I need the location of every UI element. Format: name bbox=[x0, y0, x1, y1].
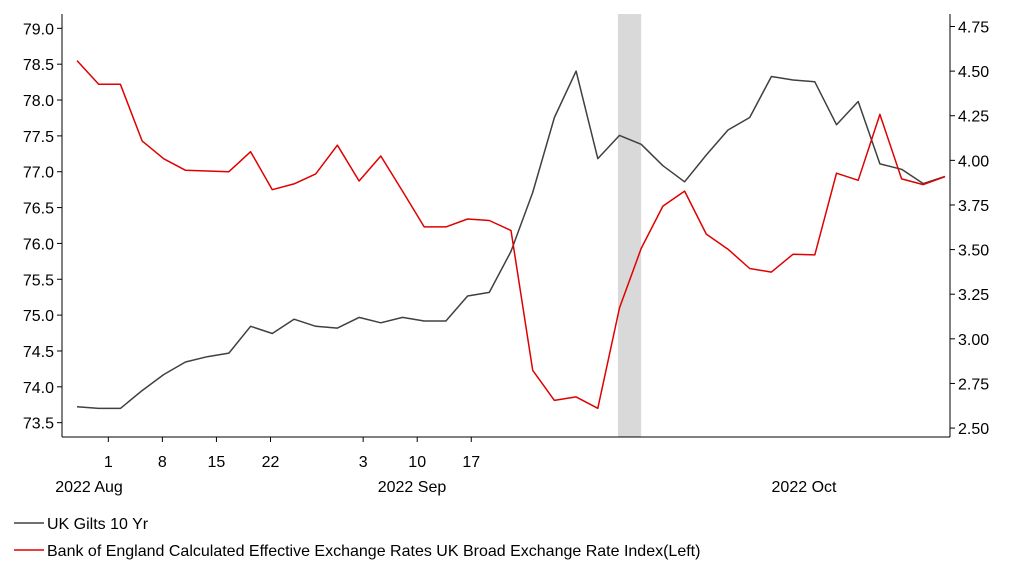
y-right-tick-label: 3.50 bbox=[958, 243, 989, 260]
y-left-tick-label: 75.0 bbox=[23, 308, 54, 325]
y-left-tick-label: 78.0 bbox=[23, 93, 54, 110]
y-left-tick-label: 74.0 bbox=[23, 380, 54, 397]
x-tick-label: 1 bbox=[104, 454, 113, 471]
x-tick-label: 8 bbox=[158, 454, 167, 471]
y-left-tick-label: 75.5 bbox=[23, 272, 54, 289]
legend-label-gilts: UK Gilts 10 Yr bbox=[47, 516, 149, 533]
y-right-tick-label: 2.50 bbox=[958, 421, 989, 438]
x-tick-label: 3 bbox=[359, 454, 368, 471]
y-left-tick-label: 76.5 bbox=[23, 201, 54, 218]
series-line-gilts bbox=[76, 70, 946, 410]
y-right-tick-label: 4.25 bbox=[958, 109, 989, 126]
y-right-tick-label: 4.50 bbox=[958, 64, 989, 81]
series-layer bbox=[76, 60, 946, 410]
legend: UK Gilts 10 Yr Bank of England Calculate… bbox=[14, 516, 700, 560]
y-left-tick-label: 79.0 bbox=[23, 21, 54, 38]
shaded-period bbox=[617, 14, 642, 437]
y-left-tick-label: 73.5 bbox=[23, 416, 54, 433]
y-right-tick-label: 3.00 bbox=[958, 332, 989, 349]
x-tick-label: 22 bbox=[262, 454, 280, 471]
y-right-tick-label: 3.75 bbox=[958, 198, 989, 215]
legend-label-gbp: Bank of England Calculated Effective Exc… bbox=[47, 543, 700, 560]
y-right-tick-label: 3.25 bbox=[958, 287, 989, 304]
ticks-layer: 79.0 78.5 78.0 77.5 77.0 76.5 76.0 75.5 75.0 74.5… bbox=[23, 19, 989, 496]
x-tick-label: 15 bbox=[208, 454, 226, 471]
series-line-gbp-index bbox=[76, 60, 946, 410]
axes bbox=[61, 14, 951, 438]
x-tick-label: 17 bbox=[462, 454, 480, 471]
y-right-tick-label: 2.75 bbox=[958, 376, 989, 393]
y-left-tick-label: 77.0 bbox=[23, 165, 54, 182]
y-right-tick-label: 4.75 bbox=[958, 19, 989, 36]
x-period-label: 2022 Aug bbox=[55, 479, 123, 496]
y-left-tick-label: 74.5 bbox=[23, 344, 54, 361]
y-left-tick-label: 78.5 bbox=[23, 57, 54, 74]
y-right-tick-label: 4.00 bbox=[958, 153, 989, 170]
y-left-tick-label: 77.5 bbox=[23, 129, 54, 146]
y-left-tick-label: 76.0 bbox=[23, 236, 54, 253]
x-period-label: 2022 Sep bbox=[378, 479, 447, 496]
x-tick-label: 10 bbox=[408, 454, 426, 471]
x-period-label: 2022 Oct bbox=[772, 479, 837, 496]
